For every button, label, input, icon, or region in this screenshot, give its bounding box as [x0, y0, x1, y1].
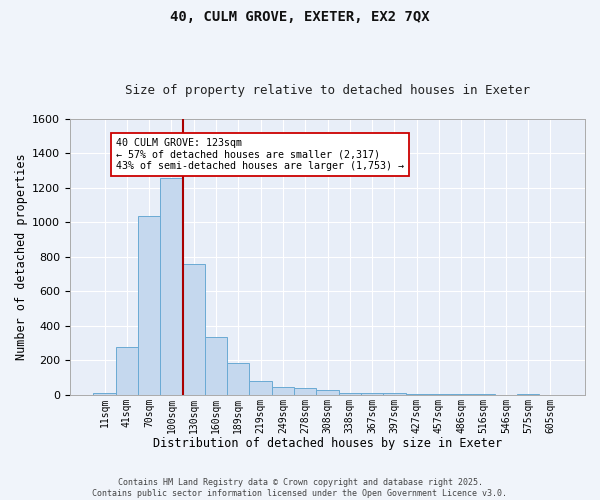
Bar — [272, 386, 294, 395]
Bar — [361, 393, 383, 395]
Bar — [472, 394, 495, 395]
X-axis label: Distribution of detached houses by size in Exeter: Distribution of detached houses by size … — [153, 437, 502, 450]
Bar — [316, 390, 338, 395]
Bar — [517, 394, 539, 395]
Bar — [116, 346, 138, 395]
Bar — [406, 394, 428, 395]
Bar — [160, 178, 182, 395]
Title: Size of property relative to detached houses in Exeter: Size of property relative to detached ho… — [125, 84, 530, 97]
Bar — [205, 337, 227, 395]
Text: 40, CULM GROVE, EXETER, EX2 7QX: 40, CULM GROVE, EXETER, EX2 7QX — [170, 10, 430, 24]
Bar — [383, 394, 406, 395]
Bar — [250, 381, 272, 395]
Bar — [182, 264, 205, 395]
Y-axis label: Number of detached properties: Number of detached properties — [15, 154, 28, 360]
Bar — [94, 393, 116, 395]
Text: Contains HM Land Registry data © Crown copyright and database right 2025.
Contai: Contains HM Land Registry data © Crown c… — [92, 478, 508, 498]
Bar — [428, 394, 450, 395]
Bar — [338, 393, 361, 395]
Bar — [227, 363, 250, 395]
Bar — [294, 388, 316, 395]
Text: 40 CULM GROVE: 123sqm
← 57% of detached houses are smaller (2,317)
43% of semi-d: 40 CULM GROVE: 123sqm ← 57% of detached … — [116, 138, 404, 171]
Bar — [450, 394, 472, 395]
Bar — [138, 216, 160, 395]
